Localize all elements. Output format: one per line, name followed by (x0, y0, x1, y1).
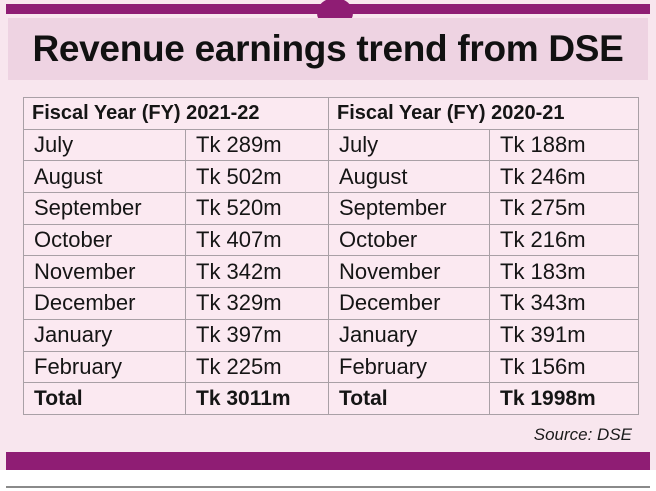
table-row: December Tk 329m December Tk 343m (23, 287, 639, 320)
month-2020-21-cell: December (328, 287, 490, 320)
month-2021-22-cell: February (23, 350, 186, 384)
bottom-rule (6, 486, 650, 488)
month-2020-21-cell: October (328, 223, 490, 257)
total-value-2020-21-cell: Tk 1998m (489, 382, 639, 415)
value-2021-22-cell: Tk 502m (185, 160, 329, 194)
value-2021-22-cell: Tk 329m (185, 287, 329, 320)
month-2021-22-cell: July (23, 128, 186, 162)
page-title: Revenue earnings trend from DSE (32, 28, 624, 69)
value-2021-22-cell: Tk 407m (185, 223, 329, 257)
month-2021-22-cell: November (23, 255, 186, 289)
month-2020-21-cell: February (328, 350, 490, 384)
table-total-row: Total Tk 3011m Total Tk 1998m (23, 382, 639, 415)
value-2020-21-cell: Tk 183m (489, 255, 639, 289)
month-2021-22-cell: September (23, 192, 186, 225)
bottom-accent-bar (6, 452, 650, 470)
month-2020-21-cell: August (328, 160, 490, 194)
value-2020-21-cell: Tk 188m (489, 128, 639, 162)
total-month-2020-21-cell: Total (328, 382, 490, 415)
value-2020-21-cell: Tk 156m (489, 350, 639, 384)
month-2020-21-cell: July (328, 128, 490, 162)
value-2021-22-cell: Tk 289m (185, 128, 329, 162)
table-row: November Tk 342m November Tk 183m (23, 255, 639, 289)
month-2020-21-cell: January (328, 318, 490, 352)
revenue-table: Fiscal Year (FY) 2021-22 Fiscal Year (FY… (23, 97, 639, 415)
value-2020-21-cell: Tk 246m (489, 160, 639, 194)
top-accent-bar (6, 0, 650, 28)
value-2020-21-cell: Tk 343m (489, 287, 639, 320)
value-2021-22-cell: Tk 397m (185, 318, 329, 352)
table-row: August Tk 502m August Tk 246m (23, 160, 639, 194)
table-header-row: Fiscal Year (FY) 2021-22 Fiscal Year (FY… (23, 97, 639, 130)
value-2020-21-cell: Tk 216m (489, 223, 639, 257)
month-2021-22-cell: January (23, 318, 186, 352)
source-note: Source: DSE (533, 425, 632, 444)
month-2021-22-cell: October (23, 223, 186, 257)
header-fy-2020-21: Fiscal Year (FY) 2020-21 (328, 97, 639, 130)
table-row: February Tk 225m February Tk 156m (23, 350, 639, 384)
month-2021-22-cell: August (23, 160, 186, 194)
month-2021-22-cell: December (23, 287, 186, 320)
bottom-margin (0, 470, 656, 491)
table-row: January Tk 397m January Tk 391m (23, 318, 639, 352)
month-2020-21-cell: September (328, 192, 490, 225)
title-band: Revenue earnings trend from DSE (8, 18, 648, 80)
table-row: October Tk 407m October Tk 216m (23, 223, 639, 257)
month-2020-21-cell: November (328, 255, 490, 289)
value-2021-22-cell: Tk 342m (185, 255, 329, 289)
value-2021-22-cell: Tk 520m (185, 192, 329, 225)
table-row: September Tk 520m September Tk 275m (23, 192, 639, 225)
header-fy-2021-22: Fiscal Year (FY) 2021-22 (23, 97, 329, 130)
value-2020-21-cell: Tk 391m (489, 318, 639, 352)
total-value-2021-22-cell: Tk 3011m (185, 382, 329, 415)
table-row: July Tk 289m July Tk 188m (23, 128, 639, 162)
value-2021-22-cell: Tk 225m (185, 350, 329, 384)
value-2020-21-cell: Tk 275m (489, 192, 639, 225)
total-month-2021-22-cell: Total (23, 382, 186, 415)
